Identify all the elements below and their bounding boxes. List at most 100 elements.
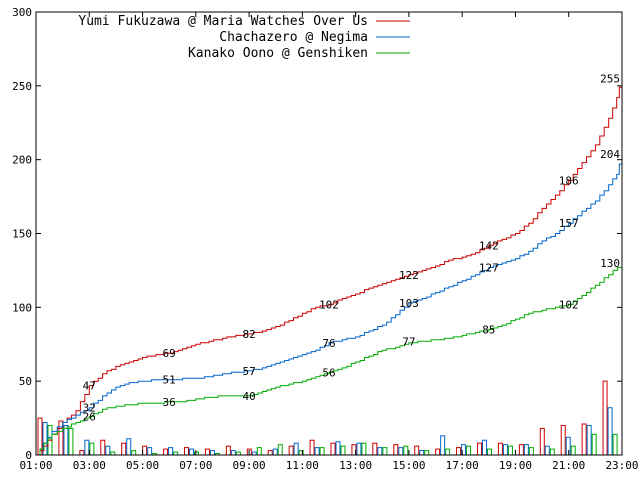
data-label: 157 (559, 217, 579, 230)
data-label: 103 (399, 297, 419, 310)
hourly-bar (330, 442, 336, 456)
data-label: 204 (600, 148, 620, 161)
hourly-bars-layer (37, 380, 618, 456)
hourly-bar (507, 445, 513, 456)
hourly-bar (340, 445, 346, 456)
hourly-bar (382, 447, 388, 456)
hourly-bar (435, 448, 441, 456)
hourly-bar (361, 442, 367, 456)
data-label: 142 (479, 239, 499, 252)
hourly-bar (288, 445, 294, 456)
hourly-bar (560, 424, 566, 456)
x-tick-label: 19:00 (499, 459, 532, 472)
hourly-bar (309, 439, 315, 456)
hourly-bar (487, 448, 492, 456)
legend: Yumi Fukuzawa @ Maria Watches Over UsCha… (78, 14, 410, 61)
plot-frame (35, 11, 623, 456)
hourly-bar (414, 445, 420, 456)
hourly-bar (79, 450, 85, 456)
hourly-bar (272, 448, 278, 456)
x-tick-label: 15:00 (392, 459, 425, 472)
hourly-bar (84, 439, 90, 456)
hourly-bar (121, 442, 127, 456)
hourly-bar (256, 447, 262, 456)
hourly-bar (607, 407, 613, 456)
hourly-bar (482, 439, 487, 456)
legend-label: Kanako Oono @ Genshiken (188, 46, 368, 61)
data-label: 122 (399, 269, 419, 282)
legend-label: Yumi Fukuzawa @ Maria Watches Over Us (78, 14, 368, 29)
hourly-bar (419, 450, 425, 456)
x-tick-label: 17:00 (446, 459, 479, 472)
y-tick-label: 300 (12, 6, 32, 19)
x-tick-label: 23:00 (605, 459, 638, 472)
y-tick-label: 250 (12, 80, 32, 93)
hourly-bar (523, 444, 529, 456)
x-tick-label: 09:00 (233, 459, 266, 472)
data-label: 32 (83, 402, 96, 415)
series-line (36, 78, 623, 456)
x-tick-label: 21:00 (552, 459, 585, 472)
data-label: 77 (402, 335, 415, 348)
hourly-bar (204, 448, 210, 456)
x-tick-label: 07:00 (179, 459, 212, 472)
hourly-bar (68, 427, 74, 456)
data-label: 51 (163, 374, 176, 387)
y-tick-label: 200 (12, 154, 32, 167)
data-label: 82 (242, 328, 255, 341)
hourly-bar (456, 447, 462, 456)
y-tick-label: 100 (12, 301, 32, 314)
hourly-bar (372, 442, 378, 456)
hourly-bar (424, 450, 430, 456)
hourly-bar (591, 433, 597, 456)
axes-layer: 0 50 100 150 200 250 300 01:00 03:00 05:00 07:00 09… (12, 6, 638, 472)
hourly-bar (528, 447, 534, 456)
y-tick-label: 0 (25, 449, 32, 462)
data-label: 102 (559, 298, 579, 311)
hourly-bar (549, 448, 555, 456)
hourly-bar (147, 447, 153, 456)
data-label: 127 (479, 261, 499, 274)
hourly-bar (89, 442, 95, 456)
hourly-bar (612, 433, 618, 456)
hourly-bar (377, 447, 383, 456)
data-label: 57 (242, 365, 255, 378)
hourly-bar (403, 445, 409, 456)
data-label: 85 (482, 323, 495, 336)
hourly-bar (393, 444, 399, 456)
x-tick-label: 01:00 (19, 459, 52, 472)
hourly-bar (277, 444, 283, 456)
hourly-bar (570, 445, 576, 456)
point-labels-layer: 47 69 82 102 122 142 186 255 32 51 57 76 103 127 157 20… (83, 72, 621, 423)
hourly-bar (230, 450, 236, 456)
data-label: 76 (322, 337, 335, 350)
hourly-bar (209, 450, 215, 456)
hourly-bar (539, 427, 545, 456)
hourly-bar (319, 447, 325, 456)
data-label: 186 (559, 174, 579, 187)
data-label: 26 (83, 411, 96, 424)
hourly-bar (105, 445, 111, 456)
hourly-bar (168, 447, 174, 456)
hourly-bar (440, 435, 446, 456)
y-tick-label: 50 (19, 375, 32, 388)
hourly-bar (586, 424, 592, 456)
data-label: 130 (600, 257, 620, 270)
hourly-bar (477, 442, 482, 456)
hourly-bar (131, 450, 137, 456)
x-tick-label: 13:00 (339, 459, 372, 472)
series-line (36, 153, 623, 456)
data-label: 255 (600, 72, 620, 85)
hourly-bar (189, 448, 194, 456)
hourly-bar (225, 445, 231, 456)
hourly-bar (445, 448, 451, 456)
legend-label: Chachazero @ Negima (219, 30, 368, 45)
x-tick-label: 03:00 (73, 459, 106, 472)
hourly-bar (565, 436, 571, 456)
hourly-bar (398, 447, 404, 456)
hourly-bar (267, 450, 273, 456)
hourly-bar (314, 447, 320, 456)
hourly-bar (581, 423, 587, 456)
y-tick-label: 150 (12, 228, 32, 241)
